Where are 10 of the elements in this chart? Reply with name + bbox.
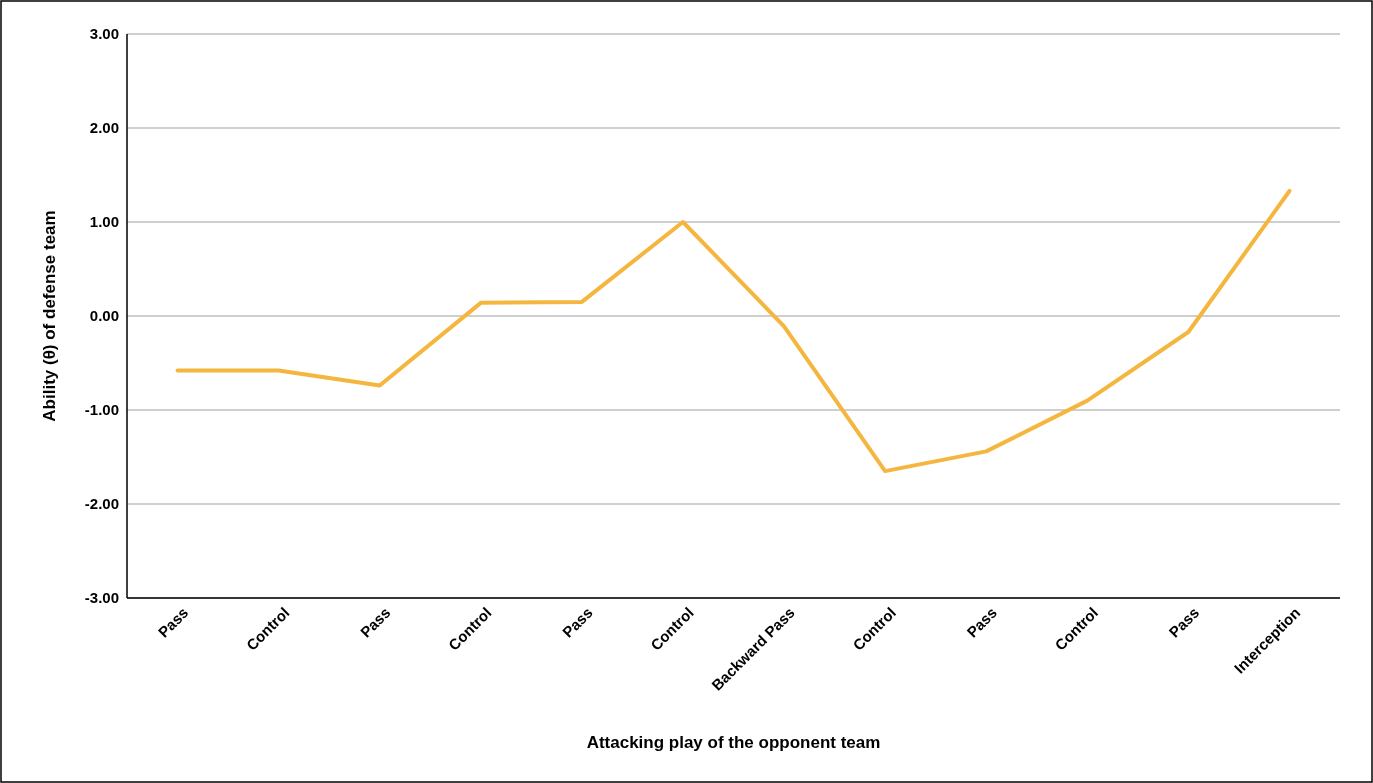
y-tick-label: 0.00 xyxy=(89,307,119,325)
y-tick-label: 1.00 xyxy=(89,213,119,231)
y-tick-label: 3.00 xyxy=(89,25,119,43)
line-series xyxy=(175,188,1292,474)
y-axis-title: Ability (θ) of defense team xyxy=(40,210,59,422)
y-tick-label: -1.00 xyxy=(84,401,119,419)
x-axis-title: Attacking play of the opponent team xyxy=(586,733,881,752)
y-tick-label: -2.00 xyxy=(84,495,119,513)
y-tick-label: 2.00 xyxy=(89,119,119,137)
y-tick-label: -3.00 xyxy=(84,589,119,607)
